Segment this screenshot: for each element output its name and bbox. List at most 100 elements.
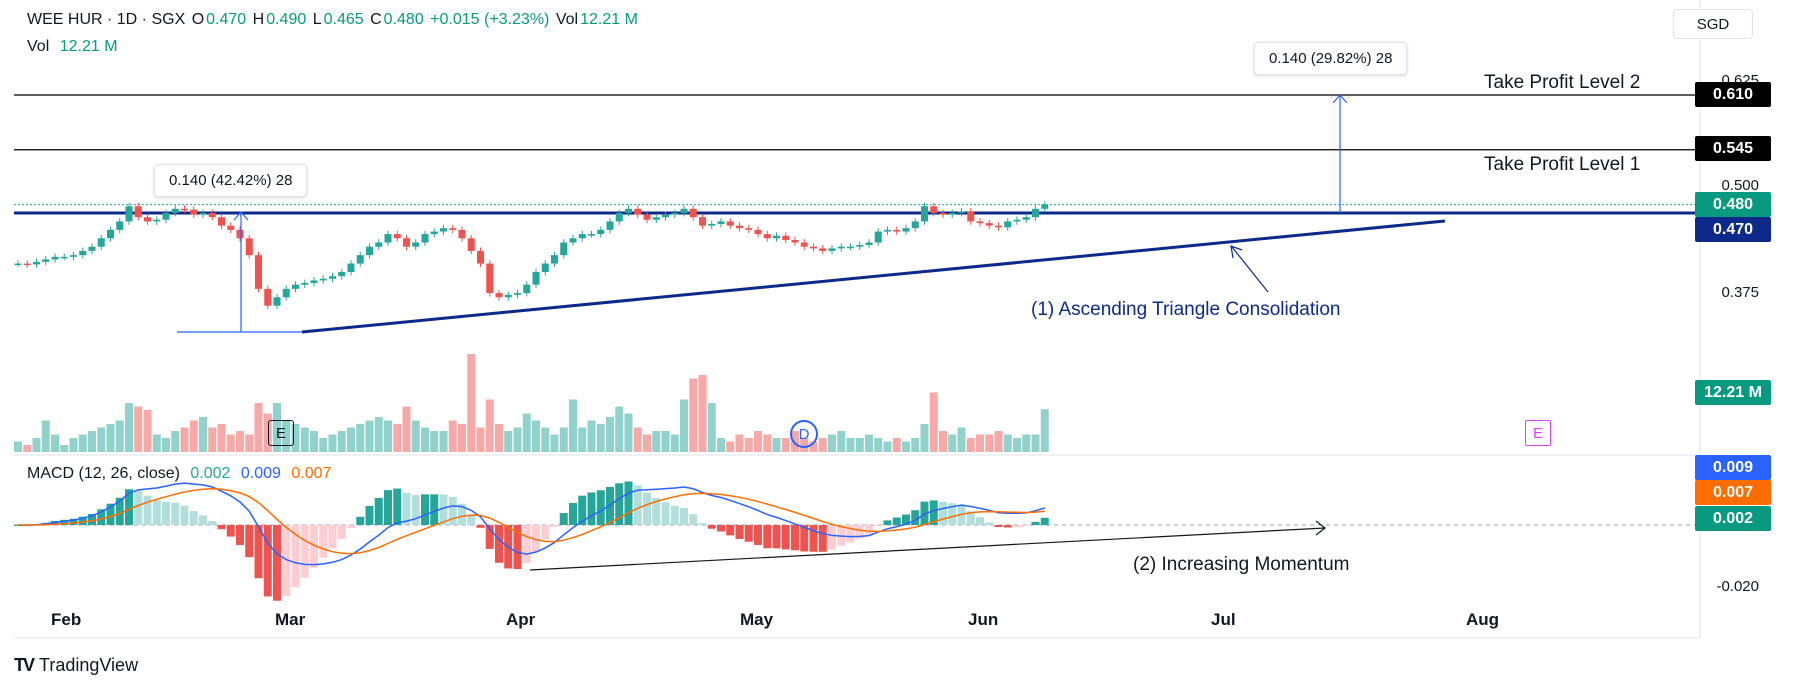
candle-body — [1022, 217, 1030, 220]
macd-hist-bar — [781, 525, 790, 550]
volume-bar — [606, 417, 614, 452]
candle-body — [255, 255, 262, 289]
candle-body — [356, 255, 364, 264]
macd-title[interactable]: MACD (12, 26, close) — [27, 465, 180, 482]
volume-bar — [245, 434, 254, 452]
macd-hist-bar — [633, 485, 642, 525]
macd-hist-bar — [698, 523, 707, 525]
momentum-arrowhead — [1315, 520, 1326, 536]
currency-button[interactable]: SGD — [1673, 9, 1753, 39]
volume-bar — [282, 420, 291, 452]
volume-bar — [365, 420, 374, 452]
candle-body — [319, 278, 327, 281]
volume-bar — [41, 420, 50, 452]
tradingview-logo-text: TradingView — [39, 655, 139, 675]
high-value: 0.490 — [266, 11, 307, 28]
symbol-label[interactable]: WEE HUR · 1D · SGX — [27, 11, 186, 28]
candle-body — [144, 217, 151, 222]
macd-hist-bar — [310, 525, 318, 568]
volume-bar — [337, 431, 346, 452]
candle-body — [1041, 204, 1049, 209]
candle-body — [939, 213, 947, 215]
candle-body — [218, 217, 225, 226]
dividend-marker[interactable]: D — [790, 420, 818, 448]
macd-hist-bar — [125, 489, 133, 525]
volume-bar — [976, 434, 984, 452]
volume-bar — [384, 420, 392, 452]
volume-bar — [624, 413, 633, 452]
candle-body — [699, 217, 706, 226]
earnings-marker-2[interactable]: E — [1525, 420, 1551, 446]
ascending-triangle-annotation: (1) Ascending Triangle Consolidation — [1031, 299, 1341, 320]
macd-hist-bar — [652, 498, 661, 525]
macd-hist-bar — [818, 525, 827, 552]
macd-legend: MACD (12, 26, close) 0.002 0.009 0.007 — [27, 465, 331, 483]
volume-bar — [698, 375, 707, 452]
macd-hist-bar — [189, 511, 198, 525]
candle-body — [60, 256, 68, 259]
volume-bar — [985, 434, 994, 452]
macd-hist-bar — [522, 525, 531, 564]
price-tick-0500: 0.500 — [1721, 177, 1759, 194]
macd-hist-bar — [88, 513, 96, 525]
macd-hist-bar — [541, 525, 550, 540]
volume-bar — [402, 406, 411, 452]
volume-bar — [78, 434, 87, 452]
tradingview-logo[interactable]: TV TradingView — [14, 655, 138, 676]
volume-bar — [23, 445, 32, 452]
volume-bar — [837, 431, 846, 452]
volume-bar — [596, 424, 605, 452]
macd-hist-bar — [707, 525, 716, 529]
candle-body — [800, 242, 808, 247]
volume-bar — [60, 445, 69, 452]
candle-body — [125, 206, 133, 222]
candle-body — [902, 228, 910, 232]
macd-hist-bar — [60, 519, 69, 525]
candle-body — [874, 231, 882, 243]
volume-bar — [476, 427, 485, 452]
macd-hist-bar — [106, 503, 115, 525]
candle-body — [375, 242, 383, 247]
macd-hist-bar — [217, 525, 226, 530]
macd-hist-bar — [966, 511, 975, 525]
open-value: 0.470 — [206, 11, 247, 28]
candle-body — [338, 272, 346, 277]
low-value: 0.465 — [323, 11, 364, 28]
macd-hist-bar — [763, 525, 772, 549]
candle-body — [652, 217, 660, 220]
volume-bar — [485, 399, 494, 452]
macd-hist-bar — [467, 514, 476, 525]
macd-hist-bar — [495, 525, 503, 563]
volume-bar — [939, 431, 947, 452]
macd-hist-bar — [448, 496, 457, 525]
volume-bar — [578, 427, 587, 452]
volume-bar — [439, 431, 448, 452]
take-profit-2-label: Take Profit Level 2 — [1484, 72, 1641, 93]
candle-body — [1004, 221, 1012, 228]
earnings-marker-1[interactable]: E — [268, 420, 294, 446]
volume-bar — [430, 431, 439, 452]
macd-hist-bar — [282, 525, 291, 596]
macd-badge-009: 0.009 — [1695, 455, 1771, 480]
macd-hist-bar — [152, 500, 161, 525]
macd-hist-bar — [948, 503, 957, 525]
volume-bar — [300, 427, 309, 452]
volume-bar — [162, 438, 170, 452]
macd-hist-bar — [1031, 521, 1040, 525]
candle-body — [134, 206, 142, 218]
macd-hist-bar — [458, 503, 466, 525]
volume-bar — [754, 431, 762, 452]
volume-bar — [356, 424, 365, 452]
last-price-badge: 0.480 — [1695, 192, 1771, 217]
candle-body — [680, 208, 688, 213]
volume-bar — [920, 424, 929, 452]
volume-bar — [633, 427, 642, 452]
macd-hist-bar — [97, 509, 106, 525]
candle-body — [477, 250, 484, 264]
candle-body — [393, 234, 401, 239]
candle-body — [837, 246, 845, 249]
macd-axis-low: -0.020 — [1716, 578, 1759, 595]
candle-body — [264, 288, 272, 306]
candle-body — [153, 219, 161, 222]
